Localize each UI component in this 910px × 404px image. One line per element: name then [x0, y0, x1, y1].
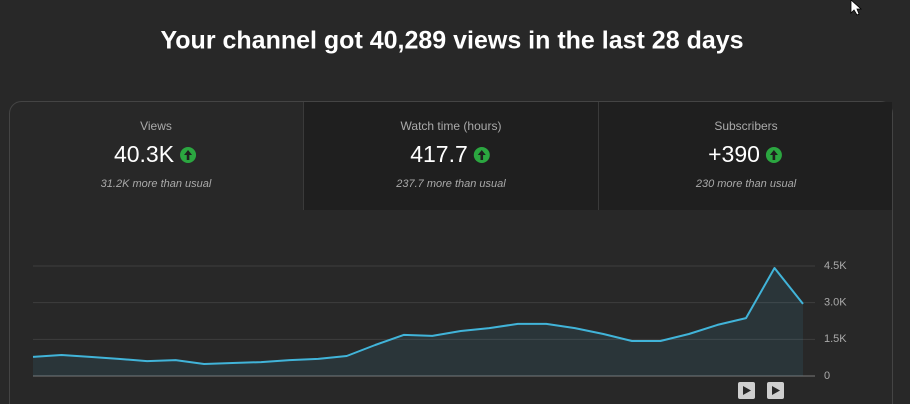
play-icon: [743, 386, 751, 395]
y-tick-label: 4.5K: [824, 260, 847, 272]
tab-value: 40.3K: [114, 141, 175, 167]
tab-label: Subscribers: [714, 119, 777, 133]
tab-subscribers[interactable]: [599, 102, 892, 210]
page-title: Your channel got 40,289 views in the las…: [160, 27, 743, 55]
tab-value: +390: [708, 141, 760, 167]
trend-up-arrow: [769, 150, 778, 160]
y-tick-label: 0: [824, 370, 830, 382]
tab-comparison: 230 more than usual: [695, 178, 797, 190]
area: [33, 268, 803, 376]
tab-label: Views: [140, 119, 172, 133]
line: [32, 267, 804, 365]
y-tick-label: 1.5K: [824, 333, 847, 345]
play-icon: [772, 386, 780, 395]
trend-up-arrow: [477, 150, 486, 160]
tab-value: 417.7: [410, 141, 468, 167]
play-button[interactable]: [738, 382, 755, 399]
tab-comparison: 31.2K more than usual: [101, 178, 212, 190]
tab-comparison: 237.7 more than usual: [395, 178, 506, 190]
cursor: [850, 0, 863, 16]
tab-watch-time[interactable]: [304, 102, 598, 210]
trend-up-arrow: [184, 150, 193, 160]
y-tick-label: 3.0K: [824, 297, 847, 309]
play-button[interactable]: [767, 382, 784, 399]
tab-label: Watch time (hours): [401, 119, 502, 133]
